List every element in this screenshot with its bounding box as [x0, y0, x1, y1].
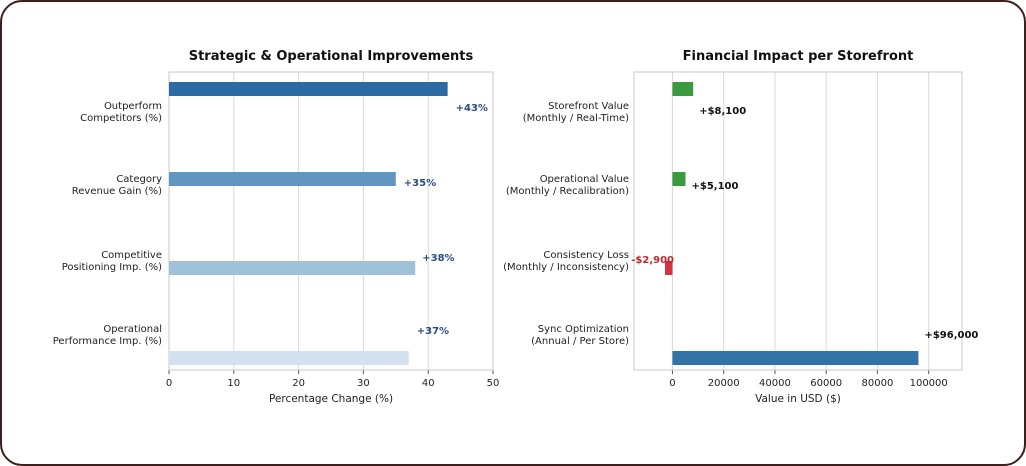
x-tick-label: 50: [487, 378, 500, 389]
y-tick-label: Performance Imp. (%): [53, 336, 162, 347]
y-tick-label: Sync Optimization: [538, 324, 629, 335]
x-tick-label: 60000: [810, 378, 842, 389]
plot-area: [168, 71, 494, 371]
x-tick-label: 10: [227, 378, 240, 389]
data-label: +37%: [417, 326, 449, 337]
x-tick-label: 30: [357, 378, 370, 389]
y-tick-label: Revenue Gain (%): [72, 186, 162, 197]
y-tick-label: Positioning Imp. (%): [62, 262, 162, 273]
data-label: +$8,100: [699, 106, 746, 117]
y-tick-label: (Monthly / Recalibration): [506, 186, 629, 197]
chart-title: Strategic & Operational Improvements: [189, 49, 474, 64]
bar: [169, 261, 416, 275]
bar: [672, 351, 919, 365]
bar: [665, 261, 673, 275]
x-tick-label: 0: [669, 378, 675, 389]
y-tick-label: (Annual / Per Store): [531, 336, 629, 347]
x-axis-label: Value in USD ($): [755, 393, 841, 405]
bar: [169, 351, 409, 365]
data-label: +35%: [404, 178, 436, 189]
bar: [169, 172, 396, 186]
y-tick-label: Outperform: [104, 101, 162, 112]
y-tick-label: Operational Value: [540, 174, 629, 185]
x-tick-label: 20: [292, 378, 305, 389]
y-tick-label: Competitors (%): [80, 113, 162, 124]
y-tick-label: Operational: [103, 324, 162, 335]
bar: [169, 82, 448, 96]
y-tick-label: Category: [116, 174, 162, 185]
data-label: +43%: [456, 103, 488, 114]
y-tick-label: (Monthly / Inconsistency): [503, 262, 629, 273]
x-tick-label: 40: [422, 378, 435, 389]
y-tick-label: Consistency Loss: [543, 250, 629, 261]
y-tick-label: (Monthly / Real-Time): [523, 113, 629, 124]
x-tick-label: 20000: [708, 378, 740, 389]
bar: [672, 82, 694, 96]
data-label: +38%: [422, 253, 454, 264]
x-axis-label: Percentage Change (%): [269, 393, 393, 405]
y-tick-label: Storefront Value: [548, 101, 629, 112]
plot-area: [633, 71, 963, 371]
x-tick-label: 0: [166, 378, 172, 389]
x-tick-label: 100000: [910, 378, 948, 389]
x-tick-label: 80000: [862, 378, 894, 389]
data-label: +$96,000: [924, 330, 978, 341]
data-label: +$5,100: [692, 181, 739, 192]
x-tick-label: 40000: [759, 378, 791, 389]
y-tick-label: Competitive: [101, 250, 162, 261]
chart-title: Financial Impact per Storefront: [683, 49, 914, 64]
data-label: -$2,900: [631, 255, 674, 266]
bar: [672, 172, 686, 186]
